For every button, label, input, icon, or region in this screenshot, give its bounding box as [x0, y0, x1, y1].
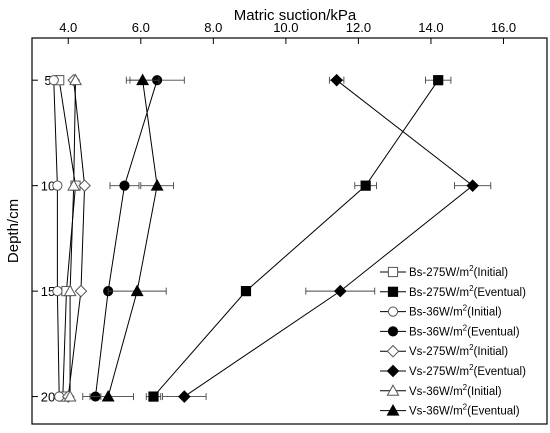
data-point: [74, 284, 88, 298]
data-point: [67, 179, 81, 191]
legend-label: Vs-275W/m2(Eventual): [409, 363, 526, 378]
legend-marker: [387, 286, 399, 297]
data-point: [119, 180, 130, 191]
data-point: [433, 75, 444, 86]
series: [63, 73, 82, 402]
data-point: [63, 389, 77, 402]
data-point: [78, 179, 91, 192]
series-line: [67, 80, 86, 397]
legend-label-main: Bs-275W/m: [409, 267, 469, 279]
legend-marker: [386, 364, 400, 378]
plot-frame: [31, 37, 548, 425]
x-tick-label: 10.0: [273, 20, 298, 35]
legend-marker: [387, 306, 399, 317]
legend-label: Bs-275W/m2(Initial): [409, 264, 508, 279]
legend-marker: [387, 266, 399, 278]
legend-label-superscript: 2: [469, 363, 474, 372]
data-point: [48, 75, 59, 86]
legend-label-suffix: (Initial): [474, 267, 509, 279]
y-tick-label: 10: [41, 179, 55, 194]
data-point: [52, 180, 63, 191]
series: [48, 75, 65, 402]
legend-label-suffix: (Initial): [467, 386, 502, 398]
data-point: [150, 179, 164, 191]
series-line: [94, 80, 158, 397]
legend-label-main: Vs-36W/m: [409, 386, 463, 398]
data-point: [130, 284, 144, 297]
series-line: [153, 79, 439, 397]
series: [162, 73, 492, 403]
legend-label-superscript: 2: [469, 343, 474, 352]
series-line: [53, 80, 60, 397]
legend-marker: [386, 344, 400, 358]
y-tick-label: 20: [41, 390, 55, 405]
legend-label-main: Bs-36W/m: [409, 307, 463, 319]
legend-label-suffix: (Eventual): [467, 406, 520, 418]
legend-marker: [387, 326, 399, 337]
y-axis-title: Depth/cm: [5, 199, 22, 263]
legend-label-superscript: 2: [463, 403, 468, 412]
legend-label: Bs-36W/m2(Initial): [409, 304, 502, 319]
x-axis-title: Matric suction/kPa: [234, 7, 357, 24]
data-point: [360, 180, 371, 191]
y-tick-label: 5: [44, 73, 51, 88]
legend-label: Vs-36W/m2(Initial): [409, 383, 502, 398]
legend-label-suffix: (Eventual): [467, 326, 520, 338]
data-point: [69, 73, 82, 86]
legend-label-superscript: 2: [463, 383, 468, 392]
series-line: [58, 80, 77, 397]
series: [145, 75, 452, 402]
tick-layer: 4.0 6.0 8.0 10.0 12.0 14.0 16.0 5 10 15 20: [32, 20, 516, 405]
x-tick-label: 12.0: [346, 20, 371, 35]
x-tick-label: 6.0: [132, 20, 150, 35]
legend-label-main: Vs-36W/m: [409, 406, 463, 418]
data-point: [148, 391, 159, 402]
legend-label: Bs-275W/m2(Eventual): [409, 284, 526, 299]
legend-label-main: Vs-275W/m: [409, 346, 469, 358]
x-tick-label: 16.0: [491, 20, 516, 35]
data-point: [136, 73, 150, 86]
legend-label-suffix: (Initial): [474, 346, 509, 358]
legend-label-superscript: 2: [469, 264, 474, 273]
series: [89, 75, 185, 402]
legend-label-superscript: 2: [469, 284, 474, 293]
legend-label: Vs-275W/m2(Initial): [409, 343, 508, 358]
legend-label-superscript: 2: [463, 304, 468, 313]
series: [82, 73, 174, 402]
x-tick-label: 14.0: [418, 20, 443, 35]
legend-label-main: Bs-275W/m: [409, 287, 469, 299]
series-line: [184, 79, 474, 397]
legend-label-main: Vs-275W/m: [409, 366, 469, 378]
legend-label: Bs-36W/m2(Eventual): [409, 323, 520, 338]
legend-label-suffix: (Eventual): [474, 287, 527, 299]
series-line: [107, 80, 158, 397]
y-tick-label: 15: [41, 284, 55, 299]
data-point: [178, 390, 191, 403]
x-tick-label: 8.0: [204, 20, 222, 35]
series: [61, 73, 91, 403]
data-point: [330, 73, 343, 87]
data-point: [466, 179, 479, 192]
data-point: [240, 286, 252, 297]
legend-marker: [386, 403, 400, 416]
series-line: [69, 80, 77, 397]
legend-label-suffix: (Initial): [467, 307, 502, 319]
data-point: [63, 284, 77, 297]
x-tick-label: 4.0: [59, 20, 77, 35]
data-point: [101, 389, 115, 402]
legend-marker: [386, 384, 400, 396]
legend: Bs-275W/m2(Initial)Bs-275W/m2(Eventual)B…: [380, 264, 526, 418]
data-point: [52, 286, 63, 297]
legend-label-suffix: (Eventual): [474, 366, 527, 378]
data-point: [333, 284, 347, 298]
legend-label-superscript: 2: [463, 323, 468, 332]
legend-label: Vs-36W/m2(Eventual): [409, 403, 520, 418]
series-layer: [48, 73, 492, 403]
legend-label-main: Bs-36W/m: [409, 326, 463, 338]
